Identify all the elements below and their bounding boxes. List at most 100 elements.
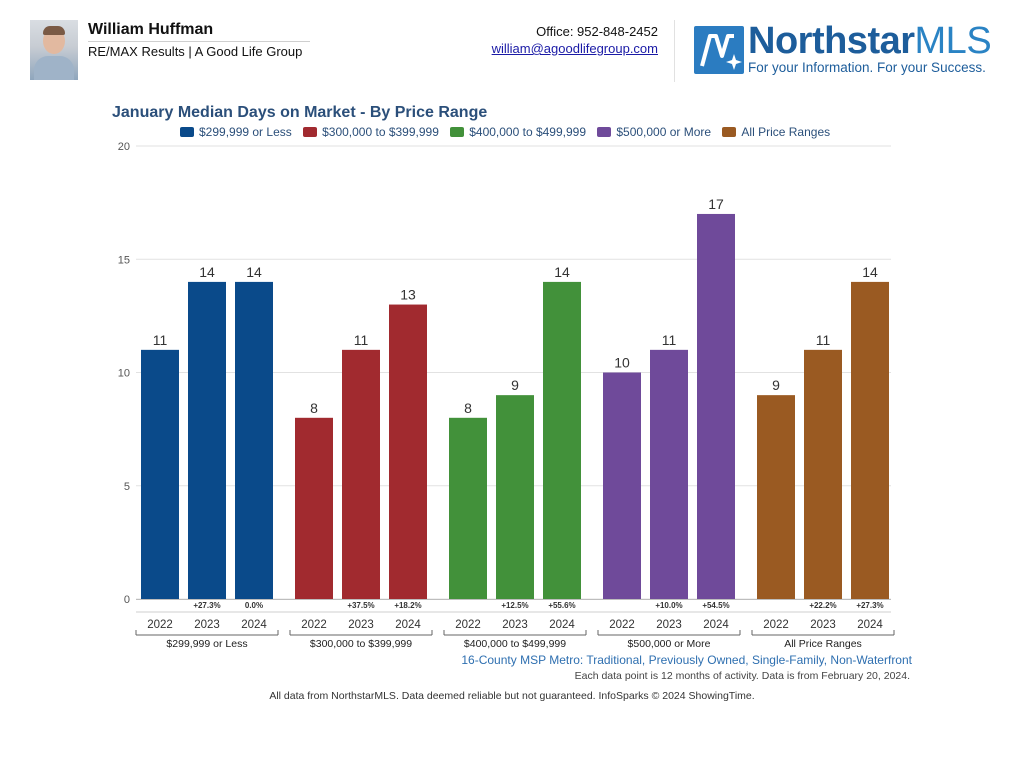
brand-name-main: Northstar: [748, 20, 915, 62]
bar-value-label: 10: [614, 355, 630, 371]
x-tick-year-label: 2022: [147, 619, 173, 631]
logo-mark-star: [726, 54, 742, 70]
bar-g2-2023: [342, 349, 380, 599]
bar-value-label: 11: [153, 332, 168, 348]
x-tick-year-label: 2023: [810, 619, 836, 631]
chart-legend: $299,999 or Less $300,000 to $399,999 $4…: [180, 125, 838, 141]
brand-tagline: For your Information. For your Success.: [748, 60, 986, 75]
bar-value-label: 17: [708, 196, 724, 212]
x-tick-year-label: 2024: [395, 619, 421, 631]
pct-change-label: +18.2%: [394, 601, 421, 610]
x-tick-year-label: 2024: [703, 619, 729, 631]
legend-label-4: $500,000 or More: [616, 125, 712, 139]
pct-change-label: +54.5%: [702, 601, 729, 610]
legend-swatch-2: [303, 127, 318, 137]
y-tick-label-20: 20: [118, 141, 130, 153]
legend-swatch-1: [180, 127, 194, 137]
bar-g3-2022: [449, 417, 487, 599]
x-tick-year-label: 2023: [194, 619, 220, 631]
y-tick-label-15: 15: [118, 254, 130, 266]
bar-g1-2022: [141, 349, 179, 599]
legend-item-2: $300,000 to $399,999: [303, 125, 439, 139]
bar-value-label: 11: [354, 332, 369, 348]
bar-g4-2023: [650, 349, 688, 599]
pct-change-label: +10.0%: [655, 601, 682, 610]
bar-value-label: 8: [310, 400, 318, 416]
legend-item-1: $299,999 or Less: [180, 125, 292, 139]
bar-g5-2024: [851, 281, 889, 599]
logo-mark-n-shape: [700, 34, 734, 67]
legend-item-4: $500,000 or More: [597, 125, 711, 139]
y-tick-label-5: 5: [124, 481, 130, 493]
pct-change-label: +55.6%: [548, 601, 575, 610]
x-tick-year-label: 2022: [455, 619, 481, 631]
x-group-label: All Price Ranges: [784, 638, 862, 650]
agent-name: William Huffman: [88, 21, 214, 38]
pct-change-label: +12.5%: [501, 601, 528, 610]
pct-change-label: +27.3%: [856, 601, 883, 610]
bar-value-label: 14: [199, 264, 215, 280]
agent-photo: [30, 20, 78, 80]
legend-swatch-5: [722, 127, 737, 137]
market-area-note: 16-County MSP Metro: Traditional, Previo…: [461, 653, 912, 667]
legend-label-5: All Price Ranges: [741, 125, 831, 139]
legend-swatch-3: [450, 127, 465, 137]
y-tick-label-10: 10: [118, 368, 130, 380]
office-phone: Office: 952-848-2452: [536, 24, 658, 39]
x-tick-year-label: 2022: [763, 619, 789, 631]
bar-g4-2022: [603, 372, 641, 599]
x-tick-year-label: 2023: [348, 619, 374, 631]
bar-value-label: 14: [246, 264, 262, 280]
agent-photo-hair: [43, 26, 65, 35]
bar-g3-2023: [496, 395, 534, 599]
pct-change-label: +22.2%: [809, 601, 836, 610]
bar-g3-2024: [543, 281, 581, 599]
x-tick-year-label: 2024: [241, 619, 267, 631]
legend-item-3: $400,000 to $499,999: [450, 125, 586, 139]
bar-g2-2024: [389, 304, 427, 599]
x-group-label: $299,999 or Less: [166, 638, 247, 650]
brand-wordmark: NorthstarMLS: [748, 20, 992, 63]
agent-photo-body: [34, 56, 74, 80]
x-tick-year-label: 2024: [549, 619, 575, 631]
chart-title: January Median Days on Market - By Price…: [112, 104, 488, 121]
bar-value-label: 11: [662, 332, 677, 348]
brand-name-suffix: MLS: [914, 20, 992, 62]
pct-change-label: +37.5%: [347, 601, 374, 610]
agent-company: RE/MAX Results | A Good Life Group: [88, 44, 303, 59]
data-disclaimer: All data from NorthstarMLS. Data deemed …: [269, 690, 755, 702]
legend-label-3: $400,000 to $499,999: [469, 125, 586, 139]
header-divider: [674, 20, 675, 82]
legend-label-2: $300,000 to $399,999: [322, 125, 439, 139]
x-tick-year-label: 2022: [301, 619, 327, 631]
report-header: William Huffman RE/MAX Results | A Good …: [0, 0, 1024, 90]
bar-g5-2022: [757, 395, 795, 599]
legend-swatch-4: [597, 127, 612, 137]
legend-label-1: $299,999 or Less: [199, 125, 292, 139]
x-tick-year-label: 2022: [609, 619, 635, 631]
agent-email-link[interactable]: william@agoodlifegroup.com: [491, 41, 658, 56]
bar-value-label: 9: [511, 377, 519, 393]
x-tick-year-label: 2023: [502, 619, 528, 631]
bar-g1-2024: [235, 281, 273, 599]
x-group-label: $400,000 to $499,999: [464, 638, 566, 650]
bar-value-label: 14: [862, 264, 878, 280]
x-group-label: $500,000 or More: [628, 638, 711, 650]
bar-g4-2024: [697, 213, 735, 599]
y-tick-label-0: 0: [124, 594, 130, 606]
pct-change-label: +27.3%: [193, 601, 220, 610]
data-period-note: Each data point is 12 months of activity…: [574, 670, 910, 682]
x-tick-year-label: 2024: [857, 619, 883, 631]
legend-item-5: All Price Ranges: [722, 125, 830, 139]
bar-value-label: 13: [400, 287, 416, 303]
bar-g5-2023: [804, 349, 842, 599]
bar-g2-2022: [295, 417, 333, 599]
bar-value-label: 8: [464, 400, 472, 416]
bar-value-label: 9: [772, 377, 780, 393]
bar-g1-2023: [188, 281, 226, 599]
x-tick-year-label: 2023: [656, 619, 682, 631]
northstar-logo-icon: [694, 26, 744, 74]
pct-change-label: 0.0%: [245, 601, 263, 610]
bar-value-label: 11: [816, 332, 831, 348]
